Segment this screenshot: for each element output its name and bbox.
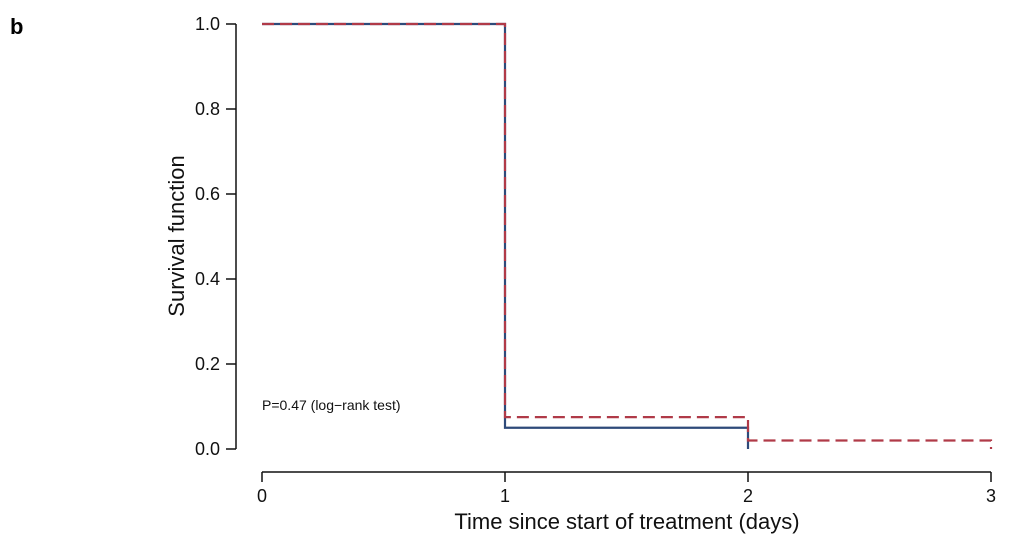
x-axis-title: Time since start of treatment (days) xyxy=(454,509,799,534)
y-tick-label: 0.4 xyxy=(195,269,220,289)
y-tick-label: 0.8 xyxy=(195,99,220,119)
y-axis: 0.0 0.2 0.4 0.6 0.8 1.0 xyxy=(195,14,237,459)
y-tick-label: 1.0 xyxy=(195,14,220,34)
survival-curve-2 xyxy=(262,22,993,449)
x-axis: 0 1 2 3 xyxy=(257,471,996,506)
y-tick-label: 0.0 xyxy=(195,439,220,459)
y-tick-label: 0.6 xyxy=(195,184,220,204)
x-tick-label: 0 xyxy=(257,486,267,506)
p-value-annotation: P=0.47 (log−rank test) xyxy=(262,397,401,413)
x-tick-label: 1 xyxy=(500,486,510,506)
y-axis-title: Survival function xyxy=(164,155,189,316)
y-tick-label: 0.2 xyxy=(195,354,220,374)
panel-label: b xyxy=(10,14,23,39)
x-tick-label: 3 xyxy=(986,486,996,506)
x-tick-label: 2 xyxy=(743,486,753,506)
series-layer xyxy=(262,22,993,449)
